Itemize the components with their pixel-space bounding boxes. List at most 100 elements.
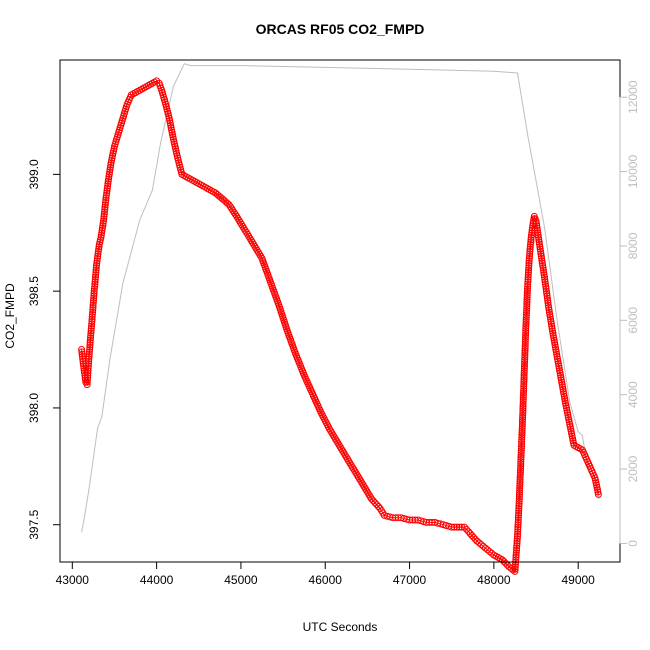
co2-point: [90, 290, 98, 297]
co2-point: [524, 285, 531, 293]
co2-point: [95, 245, 103, 253]
co2-point: [93, 254, 101, 262]
co2-point: [563, 404, 570, 412]
co2-point: [83, 381, 91, 389]
co2-point: [539, 266, 547, 274]
co2-point: [516, 486, 524, 494]
co2-point: [511, 567, 519, 575]
co2-point: [518, 420, 526, 428]
co2-point: [516, 475, 524, 483]
co2-point: [512, 549, 520, 557]
co2-point: [486, 548, 494, 556]
co2-point: [521, 360, 528, 368]
co2-point: [518, 436, 526, 443]
co2-point: [471, 535, 479, 543]
co2-point: [103, 189, 111, 197]
x-tick-label: 45000: [224, 573, 258, 587]
co2-point: [521, 349, 529, 357]
co2-point: [520, 367, 528, 375]
co2-point: [100, 215, 108, 223]
y-tick-label: 397.5: [27, 509, 41, 539]
co2-point: [523, 291, 531, 299]
co2-point: [525, 259, 533, 267]
co2-point: [518, 442, 525, 450]
co2-point: [525, 264, 533, 272]
co2-point: [522, 327, 530, 335]
co2-point: [513, 542, 521, 550]
plot-frame: [59, 59, 621, 563]
co2-point: [475, 539, 483, 547]
co2-point: [88, 318, 96, 325]
co2-point: [84, 362, 92, 370]
co2-point: [523, 300, 531, 308]
co2-point: [521, 342, 529, 350]
co2-point: [88, 313, 96, 321]
co2-point: [521, 344, 529, 352]
co2-point: [524, 269, 532, 276]
co2-point: [515, 493, 523, 501]
co2-point: [514, 525, 522, 533]
co2-point: [518, 425, 526, 432]
co2-point: [522, 333, 529, 341]
co2-point: [103, 184, 111, 192]
co2-point: [520, 378, 528, 386]
x-tick-label: 46000: [309, 573, 343, 587]
co2-point: [521, 353, 529, 361]
co2-point: [513, 537, 521, 545]
co2-point: [512, 551, 520, 559]
co2-point: [519, 402, 527, 410]
co2-point: [88, 322, 95, 330]
co2-point: [516, 489, 523, 496]
co2-point: [551, 339, 559, 346]
co2-point: [522, 318, 530, 326]
co2-point: [520, 389, 527, 397]
x-tick-label: 48000: [477, 573, 511, 587]
co2-point: [522, 316, 530, 324]
co2-point: [104, 180, 112, 188]
co2-point: [539, 264, 547, 272]
co2-point: [100, 217, 107, 225]
co2-point: [78, 346, 86, 353]
co2-point: [93, 262, 100, 269]
co2-series: [78, 77, 602, 575]
co2-point: [95, 243, 103, 251]
co2-point: [94, 252, 102, 260]
co2-point: [514, 532, 521, 540]
co2-point: [515, 502, 523, 510]
co2-point: [515, 491, 523, 499]
co2-point: [101, 205, 109, 213]
co2-point: [78, 350, 86, 358]
co2-point: [513, 539, 521, 547]
co2-point: [536, 243, 544, 251]
co2-point: [106, 163, 114, 171]
co2-point: [518, 418, 526, 426]
co2-point: [517, 462, 525, 470]
co2-point: [515, 509, 523, 517]
co2-point: [453, 523, 461, 531]
right-axis-series-line: [81, 63, 600, 533]
co2-point: [100, 212, 108, 220]
co2-point: [527, 240, 534, 248]
right-axis-series: [81, 63, 600, 533]
co2-point: [541, 273, 548, 281]
co2-point: [514, 528, 522, 536]
co2-point: [541, 278, 549, 286]
co2-point: [85, 348, 93, 356]
co2-point: [105, 175, 113, 183]
co2-point: [101, 203, 109, 211]
co2-point: [518, 429, 526, 437]
co2-point: [463, 525, 470, 533]
co2-point: [517, 444, 525, 452]
co2-point: [519, 393, 527, 401]
co2-point: [85, 357, 93, 365]
co2-point: [484, 546, 491, 554]
co2-point: [516, 480, 524, 488]
co2-point: [90, 287, 98, 295]
co2-point: [89, 304, 97, 311]
co2-point: [84, 371, 92, 379]
co2-point: [541, 280, 549, 288]
co2-point: [78, 353, 86, 360]
co2-point: [516, 478, 524, 485]
co2-point: [513, 544, 521, 552]
